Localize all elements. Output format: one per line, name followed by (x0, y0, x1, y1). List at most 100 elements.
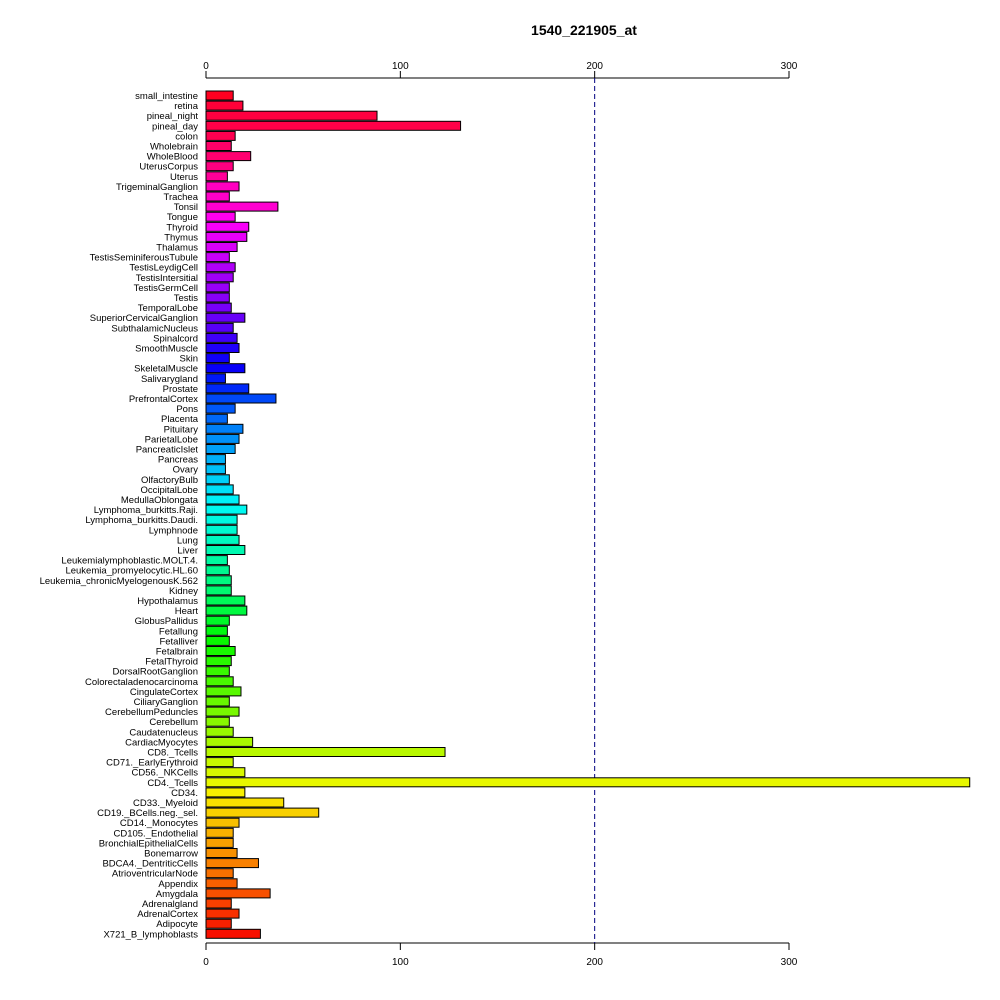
bar (205, 100, 244, 111)
bar (205, 161, 234, 172)
bar (205, 595, 246, 606)
category-label: Tongue (167, 212, 198, 223)
category-label: small_intestine (135, 91, 198, 102)
bar (205, 292, 230, 303)
bar (205, 363, 246, 374)
bar (205, 585, 232, 596)
bar (205, 474, 230, 485)
category-label: CD56._NKCells (131, 768, 198, 779)
bar (205, 635, 230, 646)
bar (205, 767, 246, 778)
bar (205, 423, 244, 434)
category-label: Bonemarrow (144, 849, 198, 860)
bar (205, 736, 254, 747)
bar (205, 383, 250, 394)
category-label: Heart (175, 606, 199, 617)
top-axis-tick-label: 200 (586, 61, 603, 72)
bar (205, 646, 236, 656)
bar (205, 211, 236, 222)
top-axis: 0 100 200 300 (203, 61, 798, 79)
bar (205, 555, 228, 566)
category-label: Testis (174, 293, 199, 304)
bar (205, 827, 234, 838)
category-label: TrigeminalGanglion (116, 182, 198, 193)
bottom-axis-tick-label: 200 (586, 957, 603, 968)
category-label: Leukemialymphoblastic.MOLT.4. (61, 556, 198, 567)
bar (205, 726, 234, 737)
bar (205, 231, 248, 242)
bar (205, 494, 240, 505)
bar (205, 191, 230, 202)
bar (205, 908, 240, 919)
category-label: Uterus (170, 172, 198, 183)
category-label: PancreaticIslet (136, 445, 199, 456)
category-label: Fetalliver (159, 636, 198, 647)
category-label: TestisLeydigCell (129, 263, 198, 274)
bar (205, 353, 230, 364)
category-label: AdrenalCortex (137, 909, 198, 920)
chart-title: 1540_221905_at (531, 22, 637, 38)
top-axis-tick-label: 300 (781, 61, 798, 72)
bar (205, 141, 232, 151)
category-label: Ovary (173, 465, 199, 476)
category-label: retina (174, 101, 198, 112)
bar (205, 757, 234, 768)
category-label: Appendix (158, 879, 198, 890)
bar (205, 130, 236, 141)
category-label: X721_B_lymphoblasts (103, 929, 198, 940)
category-label: Lymphnode (149, 525, 198, 536)
bar (205, 837, 234, 848)
top-axis-tick-label: 100 (392, 61, 409, 72)
bar (205, 484, 234, 495)
top-axis-tick-label: 0 (203, 61, 209, 72)
category-label: TemporalLobe (138, 303, 198, 314)
bar (205, 242, 238, 252)
category-label: CardiacMyocytes (125, 737, 198, 748)
category-label: CD34. (171, 788, 198, 799)
bar (205, 656, 232, 667)
category-label: AtrioventricularNode (112, 869, 198, 880)
category-label: ParietalLobe (145, 434, 198, 445)
category-label: Leukemia_chronicMyelogenousK.562 (40, 576, 198, 587)
category-label: pineal_day (152, 121, 198, 132)
bar (205, 504, 248, 515)
category-label: Lymphoma_burkitts.Daudi. (85, 515, 198, 526)
bar (205, 787, 246, 798)
category-label: Spinalcord (153, 333, 198, 344)
bottom-axis-tick-label: 300 (781, 957, 798, 968)
category-label: CD71._EarlyErythroid (106, 758, 198, 769)
bar (205, 807, 320, 818)
category-label: Fetallung (159, 626, 198, 637)
category-label: Kidney (169, 586, 198, 597)
category-label: Adrenalgland (142, 899, 198, 910)
category-label: Pons (176, 404, 198, 415)
category-label: Prostate (163, 384, 198, 395)
bar (205, 575, 232, 586)
category-label: Trachea (164, 192, 199, 203)
bar (205, 706, 240, 717)
bottom-axis: 0 100 200 300 (203, 942, 798, 968)
category-label: BDCA4._DentriticCells (102, 859, 198, 870)
category-label: PrefrontalCortex (129, 394, 198, 405)
bar (205, 151, 252, 162)
bar (205, 747, 446, 757)
bar (205, 716, 230, 727)
category-label: TestisIntersitial (136, 273, 198, 284)
bar (205, 171, 228, 182)
category-label: OlfactoryBulb (141, 475, 198, 486)
category-label: Thalamus (156, 243, 198, 254)
bar (205, 110, 378, 121)
category-label: CD19._BCells.neg._sel. (97, 808, 198, 819)
category-label: CiliaryGanglion (134, 697, 198, 708)
bar (205, 322, 234, 333)
bar (205, 666, 230, 677)
category-label: Pituitary (164, 424, 199, 435)
bar (205, 878, 238, 889)
category-label: CD33._Myeloid (133, 798, 198, 809)
bar (205, 403, 236, 414)
category-label: Lung (177, 535, 198, 546)
category-label: Tonsil (174, 202, 198, 213)
bar (205, 605, 248, 616)
bar (205, 686, 242, 697)
bottom-axis-tick-label: 0 (203, 957, 209, 968)
